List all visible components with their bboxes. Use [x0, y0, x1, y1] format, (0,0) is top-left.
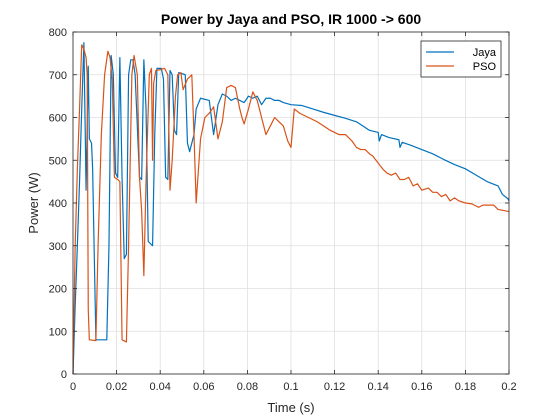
x-tick-label: 0.16 [411, 381, 432, 393]
y-tick-label: 800 [49, 27, 67, 39]
series-lines [72, 42, 510, 375]
y-tick-label: 0 [61, 369, 67, 381]
y-tick-label: 700 [49, 70, 67, 82]
x-axis-label: Time (s) [267, 400, 314, 415]
x-tick-label: 0.18 [455, 381, 476, 393]
y-tick-label: 200 [49, 284, 67, 296]
chart-title: Power by Jaya and PSO, IR 1000 -> 600 [161, 11, 422, 27]
y-tick-label: 100 [49, 326, 67, 338]
axis-ticks: 0 0.02 0.04 0.06 0.08 0.1 0.12 0.14 0.16 0.18 0.2 0… [49, 27, 517, 393]
x-tick-label: 0.12 [324, 381, 345, 393]
legend-label: Jaya [473, 47, 497, 59]
legend: Jaya PSO [420, 40, 502, 78]
legend-label: PSO [473, 61, 497, 73]
x-tick-label: 0.2 [501, 381, 516, 393]
x-tick-label: 0.02 [106, 381, 127, 393]
legend-box [420, 40, 502, 78]
y-tick-label: 500 [49, 155, 67, 167]
x-tick-label: 0.08 [237, 381, 258, 393]
x-tick-label: 0.1 [283, 381, 298, 393]
y-axis-label: Power (W) [26, 172, 41, 233]
y-tick-label: 400 [49, 198, 67, 210]
x-tick-label: 0.14 [367, 381, 388, 393]
x-tick-label: 0.06 [193, 381, 214, 393]
x-tick-label: 0.04 [149, 381, 170, 393]
y-tick-label: 300 [49, 241, 67, 253]
series-line-pso [72, 44, 510, 375]
y-tick-label: 600 [49, 113, 67, 125]
x-tick-label: 0 [70, 381, 76, 393]
series-line-jaya [72, 42, 510, 375]
